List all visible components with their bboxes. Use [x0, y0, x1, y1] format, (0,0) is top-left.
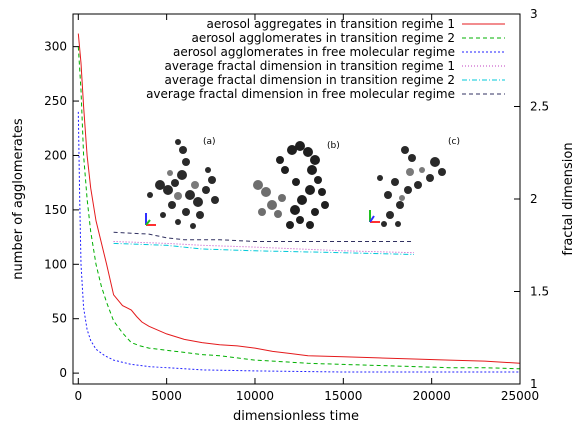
inset-images: (a) (b) (c): [145, 137, 460, 229]
y-tick-label: 100: [44, 257, 67, 271]
y-tick-label: 250: [44, 94, 67, 108]
x-tick-label: 20000: [413, 389, 451, 403]
cluster-image-a: [145, 139, 219, 229]
series-layer: [77, 33, 521, 373]
legend-label-3: aerosol agglomerates in free molecular r…: [173, 45, 455, 59]
panel-label-b: (b): [327, 141, 340, 151]
y2-axis-label: fractal dimension: [561, 142, 576, 255]
legend-label-4: average fractal dimension in transition …: [165, 59, 456, 73]
series-line-5: [113, 242, 415, 255]
y-axis-label: number of agglomerates: [11, 118, 26, 280]
y-tick-label: 0: [59, 366, 67, 380]
x-axis-label: dimensionless time: [233, 409, 359, 424]
y2-tick-label: 1.5: [530, 285, 549, 299]
series-line-1: [77, 33, 521, 364]
legend-label-2: aerosol agglomerates in transition regim…: [191, 31, 455, 45]
cluster-image-b: [253, 141, 329, 229]
y-tick-label: 50: [52, 312, 67, 326]
y2-tick-label: 2.5: [530, 100, 549, 114]
legend-label-5: average fractal dimension in transition …: [165, 73, 456, 87]
panel-label-c: (c): [448, 137, 460, 147]
x-tick-label: 10000: [236, 389, 274, 403]
x-tick-label: 0: [74, 389, 82, 403]
y-tick-label: 200: [44, 148, 67, 162]
series-line-3: [77, 111, 520, 373]
y-tick-label: 150: [44, 203, 67, 217]
x-tick-label: 15000: [324, 389, 362, 403]
cluster-image-c: [369, 146, 446, 227]
y-tick-label: 300: [44, 40, 67, 54]
series-line-2: [77, 46, 521, 370]
panel-label-a: (a): [203, 137, 216, 147]
x-tick-label: 25000: [501, 389, 539, 403]
y2-tick-label: 2: [530, 192, 538, 206]
legend-label-6: average fractal dimension in free molecu…: [146, 87, 455, 101]
y2-tick-label: 3: [530, 7, 538, 21]
legend-label-1: aerosol aggregates in transition regime …: [206, 17, 455, 31]
y2-tick-label: 1: [530, 377, 538, 391]
series-line-6: [113, 231, 414, 242]
x-tick-label: 5000: [151, 389, 182, 403]
ticks-layer: 0 5000 10000 15000 20000 25000 0 50 100 150 200 250…: [44, 7, 549, 403]
legend: aerosol aggregates in transition regime …: [146, 17, 505, 101]
